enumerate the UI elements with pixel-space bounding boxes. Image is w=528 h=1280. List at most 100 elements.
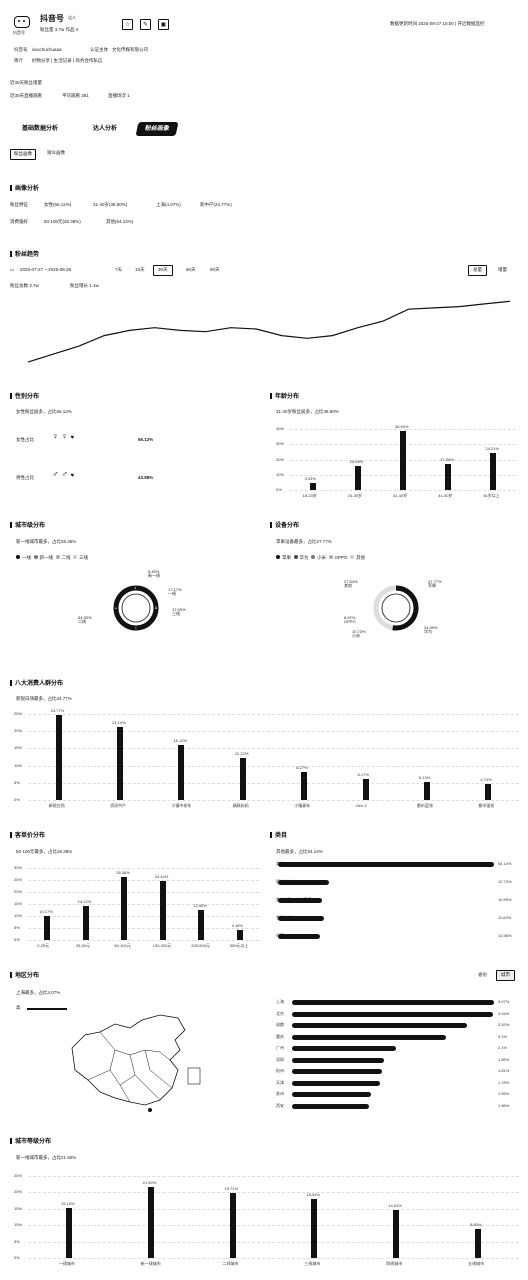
category-label: 成都 [276, 1022, 284, 1027]
calendar-icon[interactable]: ▭ [10, 267, 15, 272]
bar [475, 1229, 482, 1258]
mode-total[interactable]: 总量 [468, 265, 487, 276]
tab-fans-portrait[interactable]: 粉丝画像 [135, 122, 179, 136]
bar-value-label: 4.04% [498, 1010, 510, 1016]
grid-line [28, 731, 519, 733]
logo-caption: 抖音号 [13, 30, 25, 35]
tab-basic[interactable]: 基础数据分析 [22, 126, 59, 132]
grid-line [28, 892, 259, 893]
x-tick-label: 小镇青年 [294, 803, 311, 808]
x-tick-label: 500元以上 [229, 943, 249, 948]
range-90d[interactable]: 90天 [210, 267, 220, 272]
price-title: 客单价分布 [10, 832, 45, 839]
bar-value-label: 24.77% [50, 707, 65, 713]
horizontal-bar [278, 916, 325, 921]
y-tick-label: 10% [14, 1222, 23, 1228]
bar [121, 876, 128, 940]
bar-value-label: 3.1% [498, 1033, 508, 1039]
age-bar-chart: 40% 30% 20% 10% 0% 4.33% 18-23岁 15.69% 24-30岁 38.… [276, 425, 516, 500]
x-tick-label: 一线城市 [58, 1261, 75, 1266]
price-subtitle: 50-100元最多，占比26.38% [16, 849, 73, 854]
donut-label: 6.45% 新一线 [148, 569, 160, 579]
x-tick-label: 200-500元 [191, 943, 210, 948]
trend-stat-1: 粉丝总数 3.7w [10, 283, 39, 288]
horizontal-bar [292, 1092, 371, 1097]
bar-value-label: 1.78% [498, 1079, 510, 1085]
app-logo [14, 16, 30, 28]
bar-value-label: 8.27% [296, 764, 308, 770]
range-7d[interactable]: 7天 [115, 267, 123, 272]
bar-value-label: 12.45% [193, 903, 207, 909]
x-tick-label: 31-40岁 [393, 493, 408, 498]
bar [362, 778, 369, 800]
range-60d[interactable]: 60天 [186, 267, 196, 272]
price-bar-chart: 30% 25% 20% 15% 10% 5% 0% 10.17% 0-25元 14.12% 25-5… [14, 864, 259, 950]
range-15d[interactable]: 15天 [135, 267, 145, 272]
subtab-fans[interactable]: 粉丝画像 [10, 149, 36, 160]
date-range[interactable]: 2025-07-27 ~ 2025-08-26 [20, 267, 72, 272]
range-30d[interactable]: 30天 [153, 265, 173, 276]
copy-icon[interactable]: ▣ [158, 19, 169, 30]
donut-label: 27.77% 苹果 [428, 579, 442, 589]
age-subtitle: 31-40岁粉丝居多，占比38.60% [276, 409, 339, 414]
toggle-province[interactable]: 省份 [478, 972, 487, 977]
y-tick-label: 25% [14, 711, 23, 716]
y-tick-label: 25% [14, 1173, 23, 1178]
id-value: douchuchuaaa [32, 47, 62, 52]
edit-icon[interactable]: ✎ [140, 19, 151, 30]
intro-label: 简介 [14, 58, 23, 63]
city-level-title: 城市级分布 [10, 522, 45, 529]
male-icon: ♂ ♂ ♥ [52, 469, 75, 480]
tab-influencer[interactable]: 达人分析 [93, 126, 118, 132]
toggle-city[interactable]: 城市 [496, 970, 515, 981]
bar [485, 783, 492, 800]
bar-value-label: 6.17% [357, 771, 369, 777]
grid-line [28, 928, 259, 929]
y-tick-label: 30% [14, 865, 23, 870]
horizontal-bar [278, 898, 322, 903]
donut-label: 17.17% 一线 [168, 587, 182, 597]
x-tick-label: 都市银发 [478, 803, 495, 808]
category-label: 重庆 [276, 1033, 284, 1039]
subtab-audience[interactable]: 观众画像 [47, 150, 65, 155]
trend-stat-2: 粉丝增长 1.1w [70, 283, 99, 288]
y-tick-label: 0% [276, 487, 282, 492]
city-level-donut [113, 585, 159, 631]
bar-value-label: 17.35% [440, 456, 454, 462]
bar-value-label: 24.44% [154, 874, 169, 880]
bar-value-label: 1.85% [498, 1056, 510, 1062]
eight-groups-subtitle: 新锐白领最多，占比24.77% [16, 696, 72, 701]
horizontal-bar [292, 1057, 384, 1063]
category-subtitle: 其他最多，占比54.14% [276, 849, 323, 854]
bar-value-label: 4.33% [304, 476, 316, 482]
bar [354, 466, 361, 490]
bar-value-label: 3.52% [498, 1022, 510, 1027]
category-label: 广州 [276, 1045, 284, 1050]
y-tick-label: 20% [14, 889, 23, 894]
bar-value-label: 12.73% [498, 879, 512, 884]
china-map[interactable] [60, 1010, 210, 1115]
horizontal-bar [292, 1011, 493, 1017]
x-tick-label: 五线城市 [468, 1261, 485, 1266]
portrait-item: 上海(4.07%) [156, 202, 181, 207]
bar-value-label: 10.95% [498, 897, 512, 902]
bar [423, 782, 430, 800]
x-tick-label: 都市蓝领 [416, 803, 433, 808]
city-tier-subtitle: 新一线城市最多，占比21.50% [16, 1155, 77, 1160]
horizontal-bar [292, 1023, 467, 1028]
bar [400, 431, 406, 490]
age-title: 年龄分布 [270, 393, 299, 400]
y-tick-label: 10% [14, 913, 23, 918]
bar [198, 910, 205, 940]
mode-increment[interactable]: 增量 [498, 267, 507, 272]
gender-row-value: 43.88% [138, 475, 154, 480]
bar [301, 771, 308, 800]
category-label: 深圳 [276, 1056, 284, 1062]
bar-value-label: 19.71% [224, 1186, 239, 1192]
trend-title: 粉丝趋势 [10, 251, 39, 258]
device-subtitle: 苹果设备最多，占比27.77% [276, 539, 332, 544]
portrait-item: 新中产(24.77%) [200, 202, 232, 207]
star-icon[interactable]: ☆ [122, 19, 133, 30]
y-tick-label: 10% [14, 762, 23, 768]
x-tick-label: 18-23岁 [302, 493, 317, 498]
